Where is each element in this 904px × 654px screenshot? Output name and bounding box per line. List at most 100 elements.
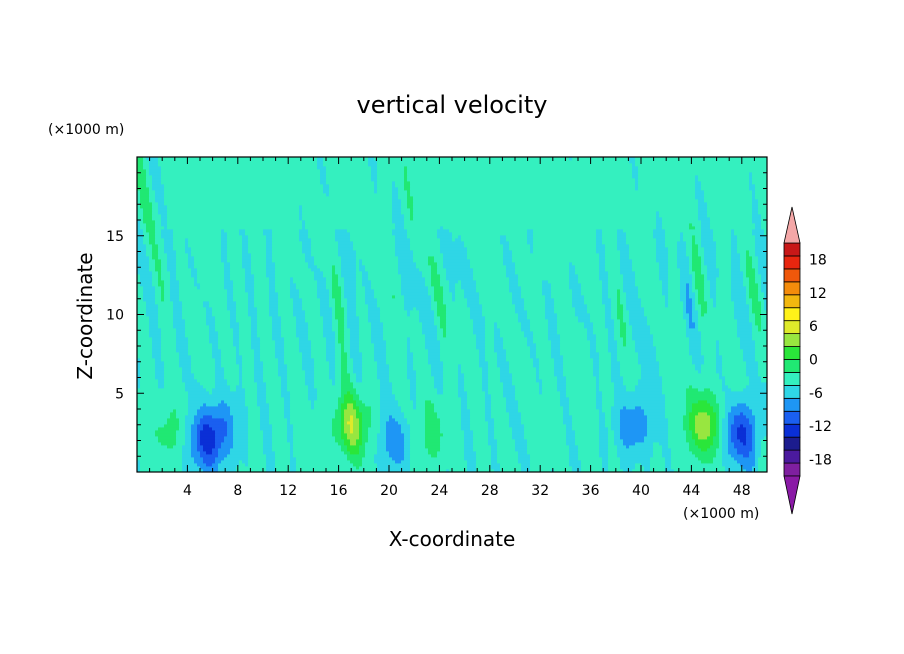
field-cell xyxy=(497,445,500,448)
field-cell xyxy=(446,433,449,436)
field-cell xyxy=(440,409,443,412)
field-cell xyxy=(740,418,743,421)
field-cell xyxy=(629,430,632,433)
field-cell xyxy=(164,427,167,430)
field-cell xyxy=(518,427,521,430)
field-cell xyxy=(623,463,626,466)
field-cell xyxy=(542,463,545,466)
field-cell xyxy=(560,466,563,469)
field-cell xyxy=(311,406,314,409)
field-cell xyxy=(344,436,347,439)
field-cell xyxy=(248,427,251,430)
field-cell xyxy=(164,403,167,406)
field-cell xyxy=(488,406,491,409)
field-cell xyxy=(572,442,575,445)
field-cell xyxy=(341,430,344,433)
field-cell xyxy=(419,442,422,445)
field-cell xyxy=(170,457,173,460)
field-cell xyxy=(353,439,356,442)
field-cell xyxy=(563,451,566,454)
field-cell xyxy=(422,463,425,466)
field-cell xyxy=(179,403,182,406)
field-cell xyxy=(638,460,641,463)
field-cell xyxy=(560,460,563,463)
field-cell xyxy=(569,412,572,415)
field-cell xyxy=(599,457,602,460)
field-cell xyxy=(338,430,341,433)
field-cell xyxy=(680,436,683,439)
field-cell xyxy=(635,406,638,409)
field-cell xyxy=(581,451,584,454)
field-cell xyxy=(638,433,641,436)
field-cell xyxy=(218,430,221,433)
field-cell xyxy=(350,400,353,403)
field-cell xyxy=(602,400,605,403)
field-cell xyxy=(518,415,521,418)
field-cell xyxy=(326,412,329,415)
field-cell xyxy=(722,424,725,427)
field-cell xyxy=(677,445,680,448)
field-cell xyxy=(416,421,419,424)
field-cell xyxy=(395,457,398,460)
field-cell xyxy=(413,415,416,418)
field-cell xyxy=(248,412,251,415)
field-cell xyxy=(218,421,221,424)
field-cell xyxy=(338,418,341,421)
field-cell xyxy=(470,439,473,442)
field-cell xyxy=(620,406,623,409)
field-cell xyxy=(713,406,716,409)
field-cell xyxy=(419,427,422,430)
field-cell xyxy=(542,454,545,457)
field-cell xyxy=(278,457,281,460)
field-cell xyxy=(440,430,443,433)
field-cell xyxy=(341,439,344,442)
field-cell xyxy=(251,421,254,424)
field-cell xyxy=(644,421,647,424)
field-cell xyxy=(173,412,176,415)
field-cell xyxy=(302,445,305,448)
field-cell xyxy=(596,424,599,427)
field-cell xyxy=(596,418,599,421)
field-cell xyxy=(737,415,740,418)
field-cell xyxy=(194,409,197,412)
field-cell xyxy=(650,415,653,418)
field-cell xyxy=(461,403,464,406)
field-cell xyxy=(467,406,470,409)
field-cell xyxy=(272,454,275,457)
field-cell xyxy=(287,457,290,460)
field-cell xyxy=(383,463,386,466)
field-cell xyxy=(362,457,365,460)
field-cell xyxy=(737,445,740,448)
field-cell xyxy=(416,409,419,412)
field-cell xyxy=(695,448,698,451)
field-cell xyxy=(209,445,212,448)
field-cell xyxy=(617,430,620,433)
field-cell xyxy=(269,448,272,451)
field-cell xyxy=(623,454,626,457)
field-cell xyxy=(416,400,419,403)
field-cell xyxy=(497,421,500,424)
field-cell xyxy=(563,463,566,466)
field-cell xyxy=(248,451,251,454)
field-cell xyxy=(317,448,320,451)
field-cell xyxy=(455,442,458,445)
field-cell xyxy=(266,424,269,427)
field-cell xyxy=(320,454,323,457)
field-cell xyxy=(605,466,608,469)
field-cell xyxy=(410,406,413,409)
field-cell xyxy=(413,448,416,451)
field-cell xyxy=(149,451,152,454)
field-cell xyxy=(449,463,452,466)
field-cell xyxy=(644,406,647,409)
field-cell xyxy=(140,400,143,403)
field-cell xyxy=(176,409,179,412)
field-cell xyxy=(197,460,200,463)
field-cell xyxy=(602,439,605,442)
field-cell xyxy=(431,421,434,424)
field-cell xyxy=(668,460,671,463)
field-cell xyxy=(413,406,416,409)
field-cell xyxy=(734,466,737,469)
field-cell xyxy=(236,409,239,412)
field-cell xyxy=(377,460,380,463)
field-cell xyxy=(332,430,335,433)
